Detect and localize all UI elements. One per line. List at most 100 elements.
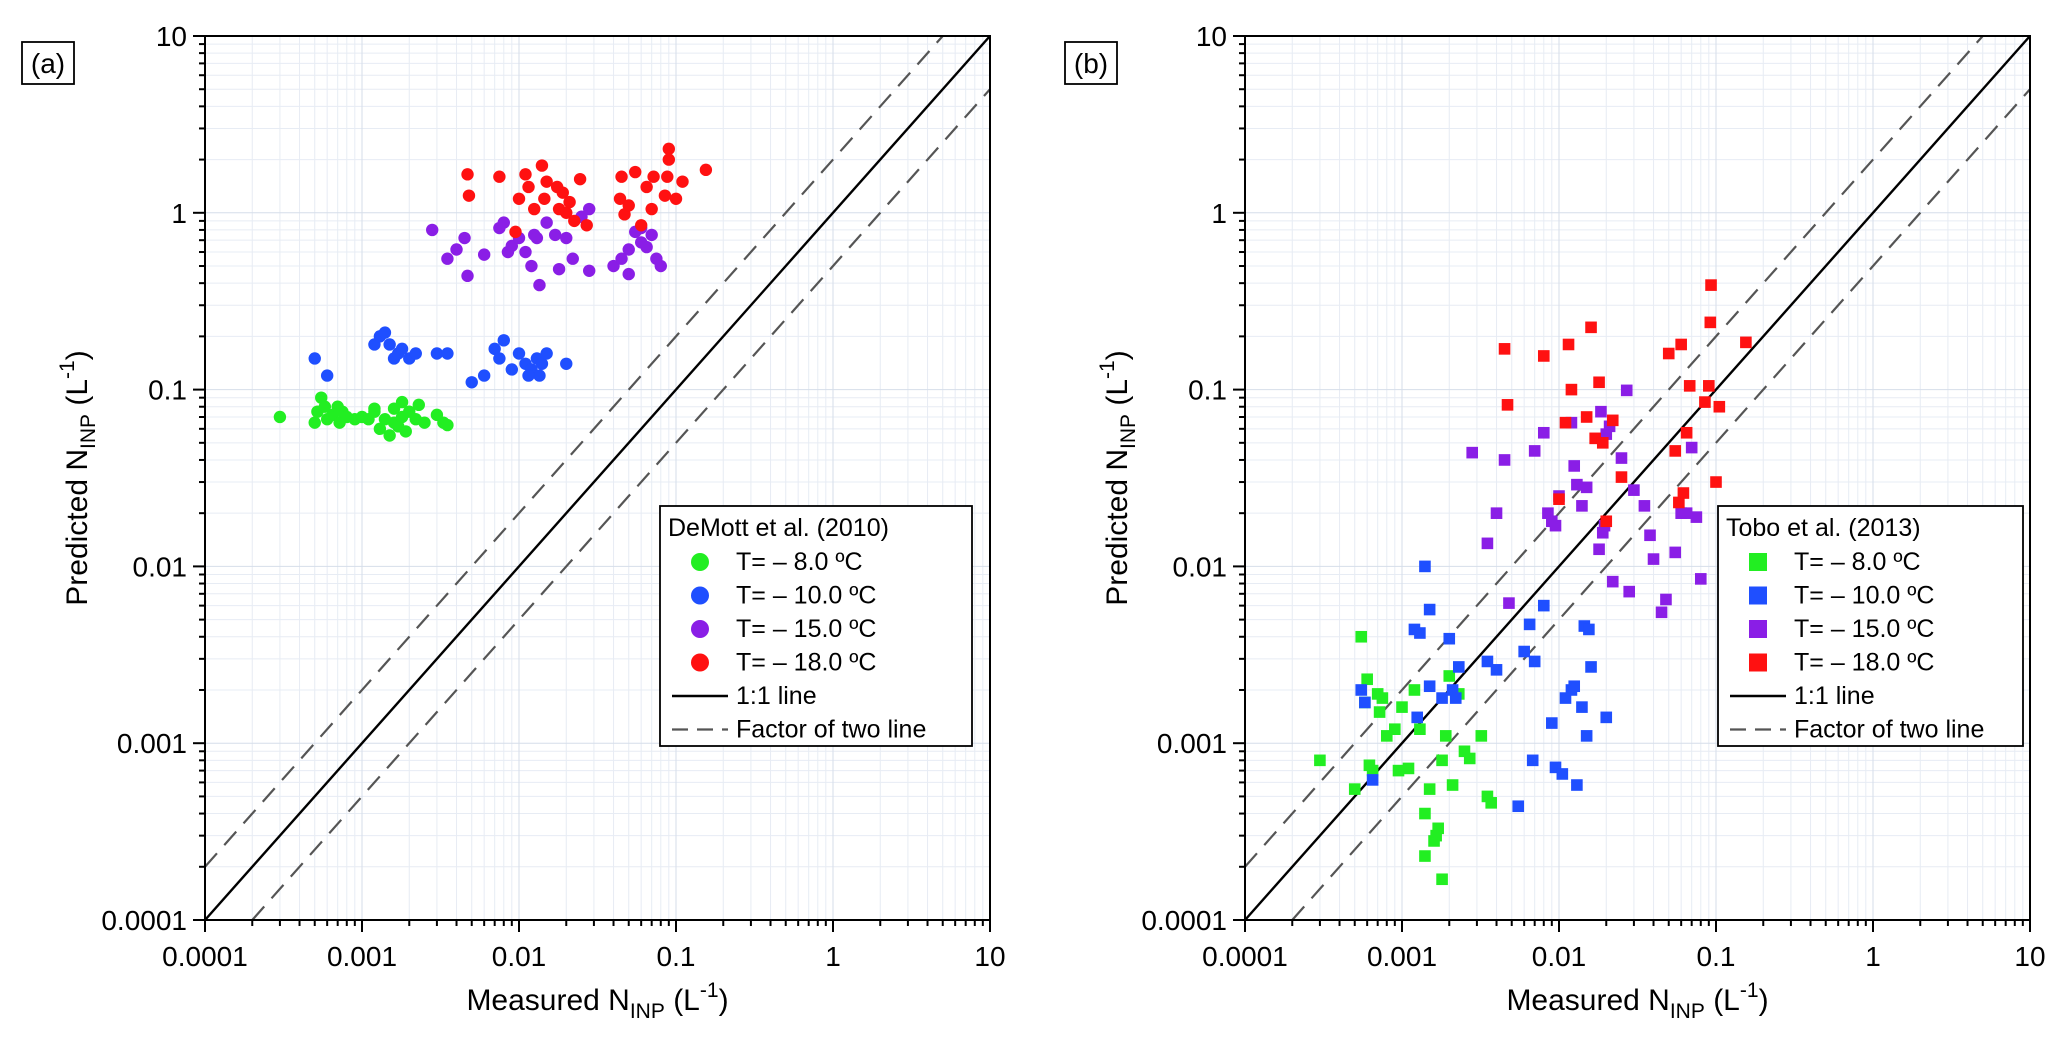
data-point bbox=[1669, 546, 1682, 559]
data-point bbox=[1485, 797, 1498, 809]
data-point bbox=[1620, 384, 1633, 397]
x-tick-label: 10 bbox=[2014, 941, 2045, 972]
data-point bbox=[540, 175, 553, 188]
data-point bbox=[412, 398, 425, 412]
y-tick-label: 0.1 bbox=[148, 375, 187, 406]
data-point bbox=[1542, 507, 1554, 519]
legend-swatch bbox=[691, 553, 709, 571]
data-point bbox=[647, 170, 660, 183]
data-point bbox=[387, 402, 401, 415]
data-point bbox=[1452, 661, 1465, 673]
data-point bbox=[560, 357, 573, 370]
data-point bbox=[1355, 630, 1368, 643]
data-point bbox=[1606, 575, 1619, 588]
data-point bbox=[1436, 754, 1448, 767]
data-point bbox=[1662, 347, 1675, 360]
x-tick-label: 0.001 bbox=[1367, 941, 1437, 972]
data-point bbox=[497, 334, 510, 347]
legend-title: DeMott et al. (2010) bbox=[668, 514, 889, 542]
y-axis-label-close: ) bbox=[1101, 350, 1134, 360]
y-axis-label-exp: -1 bbox=[1096, 360, 1119, 379]
reference-lines bbox=[1245, 36, 2030, 920]
data-point bbox=[497, 216, 510, 229]
data-point bbox=[540, 216, 553, 229]
data-point bbox=[1373, 706, 1386, 718]
data-point bbox=[1585, 321, 1597, 334]
data-point bbox=[552, 262, 566, 276]
data-point bbox=[1348, 783, 1361, 795]
data-point bbox=[1596, 526, 1609, 539]
data-point bbox=[1615, 471, 1628, 483]
data-point bbox=[1565, 383, 1578, 396]
data-point bbox=[493, 170, 506, 183]
data-point bbox=[1593, 543, 1605, 556]
data-point bbox=[538, 192, 551, 206]
y-axis-label-unit: (L bbox=[61, 379, 94, 414]
data-point bbox=[1571, 478, 1583, 491]
legend-swatch bbox=[1749, 620, 1767, 638]
data-point bbox=[441, 252, 454, 265]
y-tick-label: 0.01 bbox=[133, 551, 188, 582]
chart-panel-b: 0.0001 0.001 0.01 0.1 1 10 0.0001 0.001 0.01 0.1 1… bbox=[1064, 21, 2046, 1023]
data-point bbox=[1546, 717, 1558, 729]
panel-tag-box bbox=[21, 41, 75, 85]
data-point bbox=[615, 170, 628, 183]
y-tick-label: 1 bbox=[1211, 198, 1227, 229]
data-point bbox=[1389, 723, 1401, 736]
data-point bbox=[1703, 380, 1715, 392]
data-point bbox=[399, 425, 412, 438]
data-point bbox=[522, 369, 535, 382]
data-point bbox=[1501, 399, 1514, 411]
data-point bbox=[320, 369, 334, 382]
data-point bbox=[525, 259, 538, 273]
x-tick-label: 0.001 bbox=[327, 941, 397, 972]
legend-box bbox=[1717, 505, 2024, 747]
data-point bbox=[699, 163, 713, 177]
data-point bbox=[1436, 692, 1448, 704]
data-point bbox=[1537, 350, 1550, 362]
legend-entry: Factor of two line bbox=[1794, 716, 1984, 744]
data-point bbox=[1571, 779, 1583, 791]
data-point bbox=[658, 189, 672, 202]
x-axis-label: Measured NINP (L-1) bbox=[466, 979, 728, 1023]
data-point bbox=[1583, 623, 1595, 636]
data-point bbox=[662, 142, 676, 156]
data-point bbox=[1713, 400, 1726, 413]
data-point bbox=[1600, 515, 1613, 528]
data-point bbox=[1568, 680, 1581, 693]
y-tick-label: 10 bbox=[1196, 21, 1227, 52]
legend-entry: T= – 8.0 ºC bbox=[1794, 548, 1921, 576]
data-point bbox=[505, 239, 519, 253]
data-point bbox=[640, 240, 653, 254]
data-point bbox=[1685, 441, 1698, 454]
x-tick-label: 0.0001 bbox=[162, 941, 248, 972]
y-tick-label: 0.001 bbox=[117, 728, 187, 759]
data-point bbox=[461, 269, 474, 283]
x-axis-label-sub: INP bbox=[1670, 1000, 1705, 1023]
data-point bbox=[1423, 783, 1436, 795]
data-point bbox=[533, 369, 546, 382]
data-point bbox=[441, 418, 454, 432]
data-point bbox=[430, 347, 444, 360]
data-point bbox=[1481, 655, 1494, 668]
one-to-one-line bbox=[205, 36, 990, 920]
data-point bbox=[566, 252, 579, 265]
ticks bbox=[193, 35, 991, 932]
x-axis-label-close: ) bbox=[1759, 984, 1769, 1017]
x-tick-label: 0.1 bbox=[657, 941, 696, 972]
y-axis-label-exp: -1 bbox=[56, 360, 79, 379]
data-point bbox=[1411, 711, 1424, 724]
panel-tag-box bbox=[1064, 41, 1118, 85]
data-point bbox=[383, 338, 396, 351]
y-axis-label: Predicted NINP (L-1) bbox=[56, 350, 100, 605]
data-point bbox=[1366, 764, 1379, 777]
y-tick-label: 0.01 bbox=[1173, 551, 1228, 582]
data-point bbox=[1446, 779, 1459, 791]
data-point bbox=[1568, 460, 1581, 472]
panel-tag: (b) bbox=[1064, 41, 1118, 85]
grid bbox=[1245, 36, 2030, 920]
y-tick-label: 0.0001 bbox=[101, 905, 187, 936]
data-point bbox=[1475, 730, 1488, 742]
data-point bbox=[1576, 500, 1588, 512]
x-axis-label-close: ) bbox=[719, 984, 729, 1017]
